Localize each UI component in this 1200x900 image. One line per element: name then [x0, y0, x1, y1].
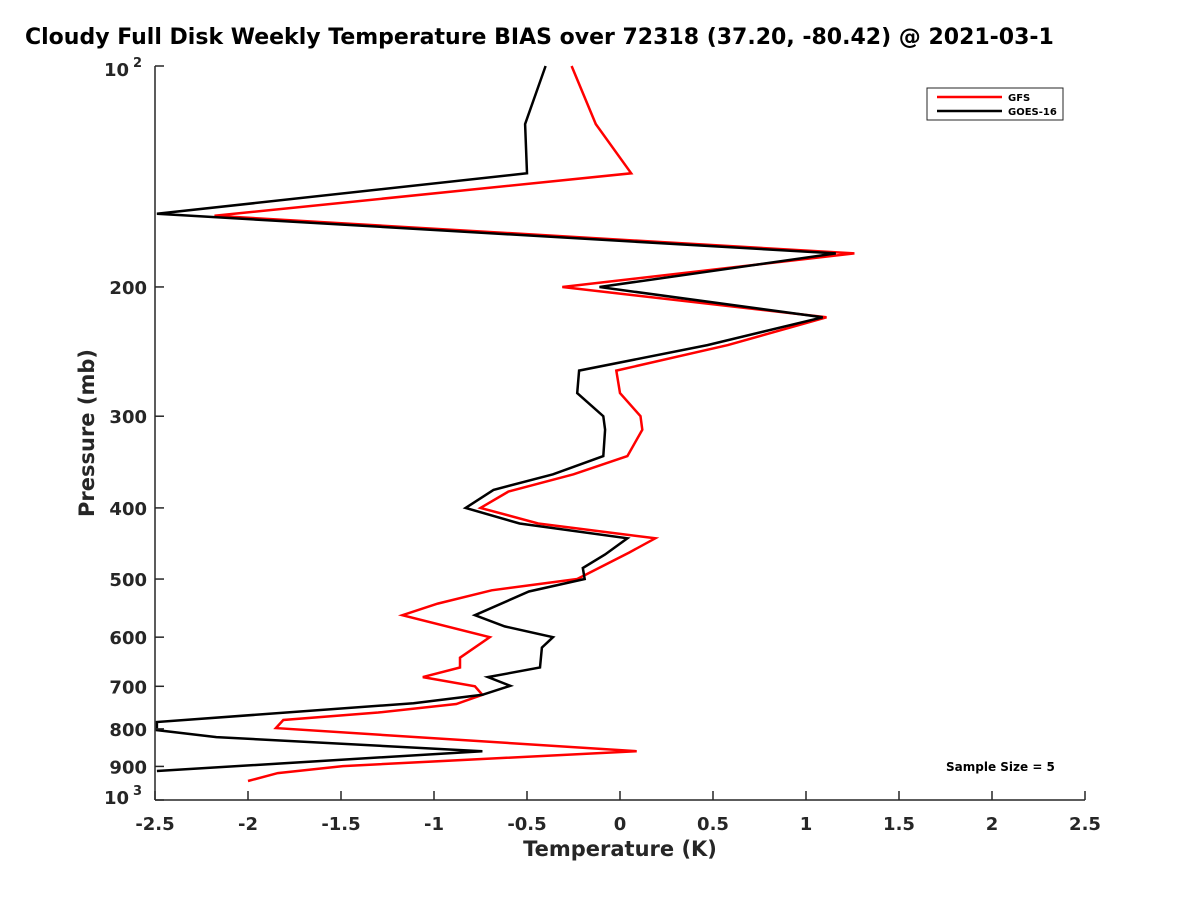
- x-tick-label: 2.5: [1069, 814, 1101, 835]
- x-tick-label: 1: [800, 814, 813, 835]
- x-tick-label: 0: [614, 814, 627, 835]
- x-tick-label: -0.5: [507, 814, 546, 835]
- y-tick-label: 500: [109, 570, 147, 591]
- x-tick-label: -2: [238, 814, 258, 835]
- legend: GFS GOES-16: [926, 87, 1064, 121]
- y-tick-label: 400: [109, 499, 147, 520]
- x-tick-label: -2.5: [135, 814, 174, 835]
- x-tick-label: 2: [986, 814, 999, 835]
- x-tick-label: 1.5: [883, 814, 915, 835]
- legend-label-goes-16: GOES-16: [1008, 107, 1057, 118]
- y-tick-label: 900: [109, 757, 147, 778]
- y-tick-label: 300: [109, 407, 147, 428]
- sample-size-annotation: Sample Size = 5: [946, 760, 1055, 774]
- y-tick-label: 200: [109, 278, 147, 299]
- y-tick-label: 700: [109, 677, 147, 698]
- y-tick-exponent: 2: [133, 56, 142, 71]
- y-tick-label: 600: [109, 628, 147, 649]
- series-line-gfs: [214, 65, 855, 783]
- y-tick-label: 10: [104, 788, 129, 809]
- y-tick-label: 10: [104, 60, 129, 81]
- x-tick-label: -1.5: [321, 814, 360, 835]
- series-line-goes-16: [155, 65, 836, 773]
- y-tick-exponent: 3: [133, 784, 142, 799]
- x-ticks: -2.5 -2 -1.5 -1 -0.5 0 0.5 1 1.5 2 2.5: [135, 791, 1101, 835]
- y-axis-label: Pressure (mb): [75, 349, 99, 517]
- y-tick-label: 800: [109, 720, 147, 741]
- x-axis-label: Temperature (K): [523, 837, 717, 861]
- chart-title: Cloudy Full Disk Weekly Temperature BIAS…: [25, 25, 1054, 50]
- x-tick-label: -1: [424, 814, 444, 835]
- x-tick-label: 0.5: [697, 814, 729, 835]
- series-lines: [155, 65, 855, 783]
- y-ticks: 10 2 200 300 400 500 600 700 800 900 10 3: [104, 56, 164, 809]
- legend-label-gfs: GFS: [1008, 93, 1030, 104]
